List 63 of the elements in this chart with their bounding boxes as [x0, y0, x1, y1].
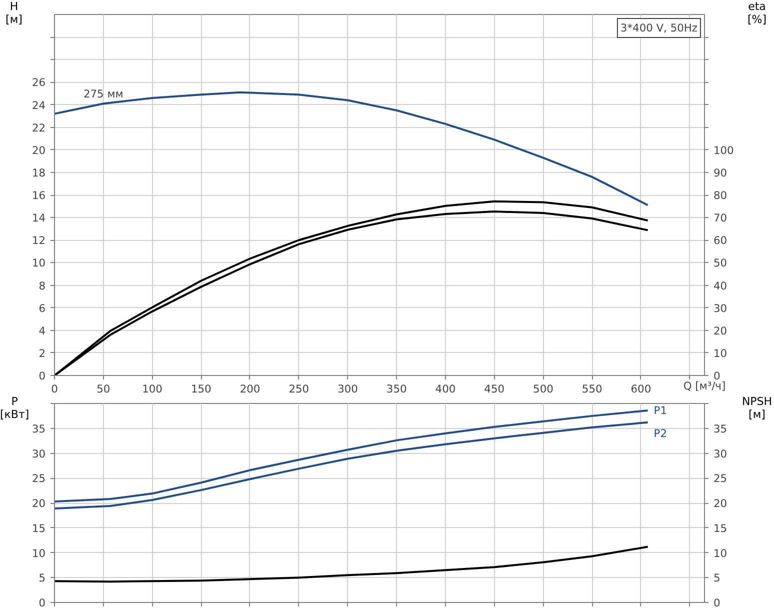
- y-tick-label: 5: [38, 572, 46, 585]
- y-tick-label: 24: [32, 98, 46, 112]
- y2-tick-label: 10: [714, 546, 728, 560]
- x-tick-label: 400: [435, 382, 456, 396]
- y-tick-label: 12: [32, 234, 46, 248]
- series-label: P1: [654, 404, 668, 417]
- y2-axis-title: NPSH [м]: [742, 395, 772, 421]
- y-tick-label: 18: [32, 166, 46, 180]
- y2-tick-label: 20: [714, 324, 728, 338]
- x-tick-label: 550: [582, 382, 602, 396]
- y-tick-label: 6: [38, 302, 46, 315]
- y-axis-title: P [кВт]: [0, 395, 30, 421]
- y2-tick-label: 90: [714, 166, 728, 180]
- y2-tick-label: 20: [714, 497, 728, 510]
- x-tick-label: 200: [240, 382, 260, 396]
- y-tick-label: 4: [38, 324, 46, 338]
- x-tick-label: 100: [142, 382, 163, 396]
- y-tick-label: 10: [32, 546, 46, 560]
- y2-tick-label: 100: [714, 144, 734, 157]
- y2-tick-label: 0: [714, 596, 720, 610]
- y2-tick-label: 60: [714, 234, 728, 248]
- y-tick-label: 15: [32, 522, 46, 535]
- y-tick-label: 0: [38, 370, 46, 382]
- x-axis-title: Q [м³/ч]: [683, 380, 726, 392]
- y-tick-label: 26: [32, 76, 46, 90]
- y-tick-label: 16: [32, 189, 46, 202]
- y2-tick-label: 40: [714, 279, 728, 292]
- y-tick-label: 10: [32, 256, 46, 270]
- y-tick-label: 30: [32, 447, 46, 460]
- y-tick-label: 20: [32, 497, 46, 510]
- annotation: 275 мм: [83, 88, 124, 101]
- y-tick-label: 14: [32, 212, 46, 225]
- x-tick-label: 0: [51, 382, 58, 396]
- y-tick-label: 2: [38, 346, 46, 360]
- y2-tick-label: 30: [714, 447, 728, 460]
- y2-tick-label: 10: [714, 346, 728, 360]
- y2-tick-label: 50: [714, 256, 728, 270]
- y2-axis-title: eta [%]: [747, 0, 767, 26]
- y-tick-label: 35: [32, 422, 46, 436]
- x-tick-label: 600: [630, 382, 652, 396]
- y-tick-label: 8: [38, 279, 46, 292]
- text: 3*400 V, 50Hz: [620, 22, 698, 34]
- x-tick-label: 150: [190, 382, 212, 396]
- x-tick-label: 250: [288, 382, 310, 396]
- y-tick-label: 22: [32, 121, 46, 134]
- y2-tick-label: 25: [714, 472, 728, 486]
- x-tick-label: 50: [96, 382, 110, 396]
- y2-tick-label: 80: [714, 189, 728, 202]
- y-axis-title: H [м]: [6, 0, 22, 26]
- x-tick-label: 450: [484, 382, 505, 396]
- x-tick-label: 350: [386, 382, 407, 396]
- y-tick-label: 0: [38, 596, 46, 610]
- x-tick-label: 500: [533, 382, 554, 396]
- y-tick-label: 25: [32, 472, 46, 486]
- series-label: P2: [654, 426, 668, 440]
- y2-tick-label: 15: [714, 522, 728, 535]
- y-tick-label: 20: [32, 144, 46, 157]
- x-tick-label: 300: [338, 382, 358, 396]
- y2-tick-label: 30: [714, 302, 728, 315]
- y2-tick-label: 35: [714, 422, 728, 436]
- y2-tick-label: 70: [714, 212, 728, 225]
- y2-tick-label: 5: [714, 572, 720, 585]
- y2-tick-label: 0: [714, 370, 720, 382]
